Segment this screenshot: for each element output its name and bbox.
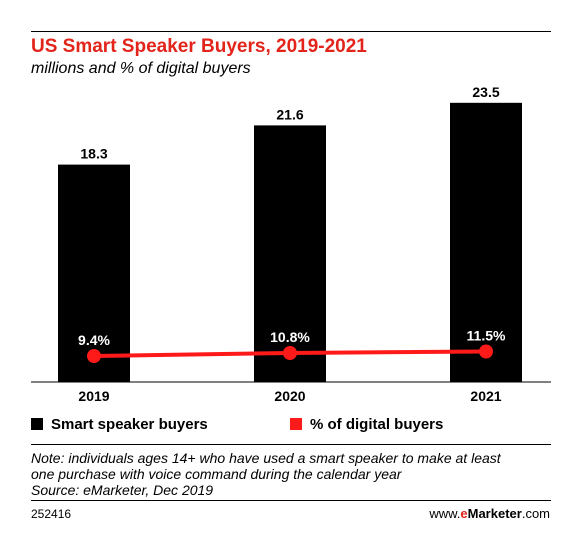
line-swatch-icon xyxy=(290,418,302,430)
bar-value-label-2020: 21.6 xyxy=(276,106,303,122)
note-line-2: one purchase with voice command during t… xyxy=(31,466,402,482)
brand-name: Marketer xyxy=(467,506,522,521)
line-value-label-2021: 11.5% xyxy=(467,328,506,344)
top-rule xyxy=(31,31,551,32)
chart-id: 252416 xyxy=(31,507,72,521)
brand-e: e xyxy=(460,506,468,521)
line-point-2020 xyxy=(283,346,297,360)
chart-note: Note: individuals ages 14+ who have used… xyxy=(31,450,551,498)
chart-title: US Smart Speaker Buyers, 2019-2021 xyxy=(31,36,367,57)
line-point-2019 xyxy=(87,349,101,363)
line-point-2021 xyxy=(479,344,493,359)
bar-2020 xyxy=(254,125,326,382)
bar-2021 xyxy=(450,102,522,382)
chart-subtitle: millions and % of digital buyers xyxy=(31,60,251,77)
brand-prefix: www. xyxy=(429,506,461,521)
legend-bar-label: Smart speaker buyers xyxy=(51,416,208,433)
legend-item-line: % of digital buyers xyxy=(290,416,443,433)
bar-2019 xyxy=(58,164,130,382)
brand-suffix: .com xyxy=(521,506,550,521)
note-source: Source: eMarketer, Dec 2019 xyxy=(31,482,214,498)
x-tick-label-2021: 2021 xyxy=(470,388,501,404)
bar-value-label-2019: 18.3 xyxy=(80,146,107,162)
legend-line-label: % of digital buyers xyxy=(310,416,444,433)
bar-swatch-icon xyxy=(31,418,43,430)
line-value-label-2019: 9.4% xyxy=(78,332,110,348)
chart-area: 18.3 21.6 23.5 2019 2020 2021 9.4% 10.8% 11.5% xyxy=(31,84,551,404)
line-value-label-2020: 10.8% xyxy=(270,329,310,345)
bar-value-label-2021: 23.5 xyxy=(472,84,499,100)
x-tick-label-2019: 2019 xyxy=(78,388,109,404)
note-line-1: Note: individuals ages 14+ who have used… xyxy=(31,450,501,466)
legend-item-bar: Smart speaker buyers xyxy=(31,416,208,433)
brand-logo: www.eMarketer.com xyxy=(429,506,550,521)
note-rule xyxy=(31,444,551,445)
footer-rule xyxy=(31,500,551,501)
x-tick-label-2020: 2020 xyxy=(274,388,305,404)
